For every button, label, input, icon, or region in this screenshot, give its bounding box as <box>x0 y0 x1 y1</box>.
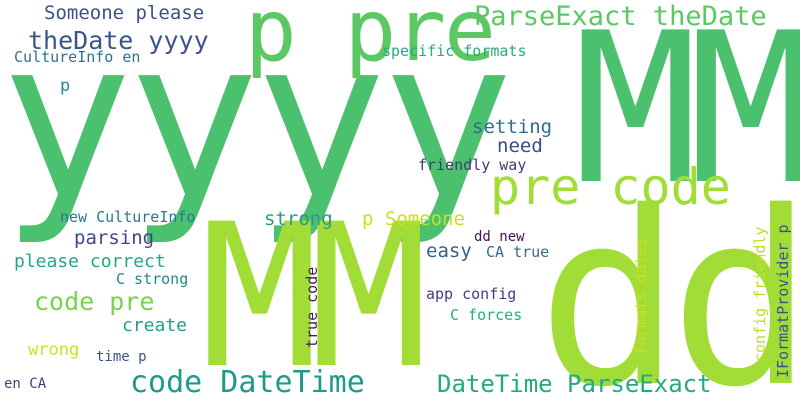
word-formats-dates: formats dates <box>632 237 650 355</box>
word-friendly-way: friendly way <box>418 156 527 174</box>
word-yyyy: yyyy <box>0 0 514 249</box>
word-new-cultureinfo: new CultureInfo <box>60 208 196 226</box>
word-dd: dd <box>537 160 800 400</box>
word-mm-green: MM <box>573 0 800 231</box>
word-specific-formats: specific formats <box>382 42 527 60</box>
word-dd-new: dd new <box>474 229 525 245</box>
word-someone-please: Someone please <box>44 2 205 24</box>
word-config-friendly: config friendly <box>751 226 769 362</box>
word-pre-code: pre code <box>490 158 731 216</box>
word-thedate-yyyy: theDate yyyy <box>28 26 209 55</box>
word-iformatprovider-p: IFormatProvider p <box>774 224 792 378</box>
word-wrong: wrong <box>28 340 80 360</box>
word-code-pre: code pre <box>34 287 155 316</box>
word-p: p <box>60 76 71 96</box>
word-c-forces: C forces <box>450 306 523 324</box>
word-strong: strong <box>264 208 333 230</box>
word-time-p: time p <box>96 349 147 365</box>
word-mm-lime: MM <box>200 181 428 400</box>
word-p-someone: p Someone <box>362 208 465 230</box>
word-parseexact-thedate: ParseExact theDate <box>474 1 767 32</box>
word-p-pre: p pre <box>245 0 496 81</box>
word-create: create <box>122 315 188 336</box>
word-c-strong: C strong <box>116 270 189 288</box>
word-app-config: app config <box>426 285 517 303</box>
word-setting: setting <box>472 116 553 138</box>
word-please-correct: please correct <box>14 251 166 272</box>
word-cultureinfo-en: CultureInfo en <box>14 48 141 66</box>
word-parsing: parsing <box>74 227 155 249</box>
word-ca-true: CA true <box>486 243 550 261</box>
word-code-datetime: code DateTime <box>130 365 365 400</box>
word-datetime-parseexact: DateTime ParseExact <box>437 370 712 398</box>
word-true-code: true code <box>303 266 321 348</box>
word-easy: easy <box>426 240 472 262</box>
word-en-ca: en CA <box>4 376 47 392</box>
word-need: need <box>497 135 543 157</box>
